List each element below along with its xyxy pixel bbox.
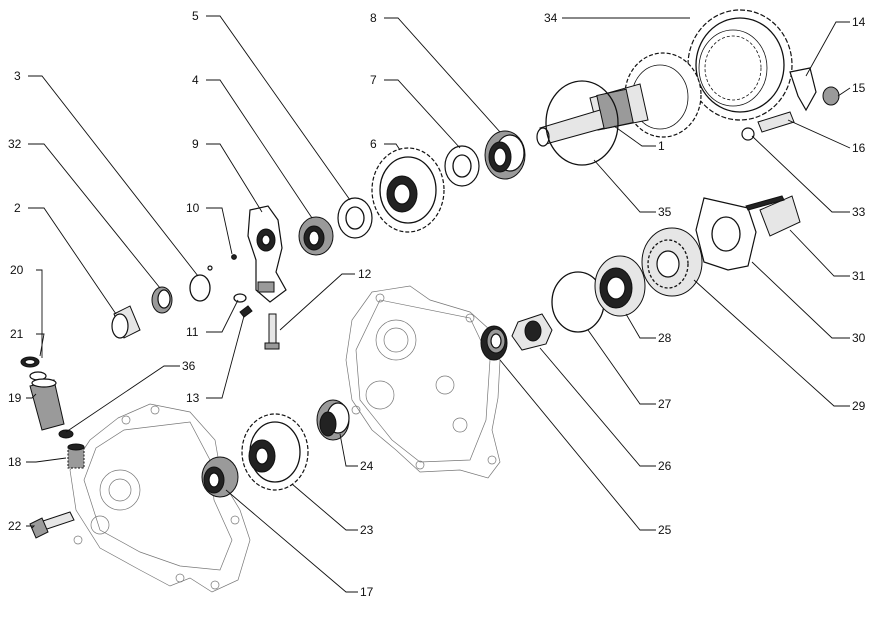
ball-bearing-29 — [641, 227, 703, 297]
o-ring-21 — [20, 356, 40, 368]
housing-cover-right — [345, 285, 501, 479]
callout-7: 7 — [370, 73, 377, 87]
callout-5: 5 — [192, 9, 199, 23]
callout-28: 28 — [658, 331, 672, 345]
callout-21: 21 — [10, 327, 24, 341]
callout-3: 3 — [14, 69, 21, 83]
snap-ring-35 — [545, 80, 619, 166]
snap-ring-3 — [189, 274, 211, 302]
thrust-washer-5 — [337, 197, 373, 239]
callout-13: 13 — [186, 391, 200, 405]
shift-fork-9 — [247, 205, 287, 303]
callout-22: 22 — [8, 519, 22, 533]
clip-11 — [233, 293, 247, 303]
callout-18: 18 — [8, 455, 22, 469]
screw-13 — [239, 305, 253, 318]
housing-cover-left — [69, 403, 251, 593]
needle-bearing-24 — [316, 399, 350, 441]
callout-6: 6 — [370, 137, 377, 151]
callout-24: 24 — [360, 459, 374, 473]
callout-33: 33 — [852, 205, 866, 219]
pin-16 — [757, 111, 795, 133]
bolt-12 — [264, 313, 280, 350]
callout-27: 27 — [658, 397, 672, 411]
bearing-17 — [201, 456, 239, 498]
callout-10: 10 — [186, 201, 200, 215]
callout-29: 29 — [852, 399, 866, 413]
ball-10 — [207, 254, 237, 271]
callout-35: 35 — [658, 205, 672, 219]
ball-bearing-28 — [594, 255, 646, 317]
callout-34: 34 — [544, 11, 558, 25]
washer-33 — [741, 127, 755, 141]
callout-2: 2 — [14, 201, 21, 215]
bushing-4 — [298, 216, 334, 256]
callout-26: 26 — [658, 459, 672, 473]
nut-26 — [511, 313, 553, 351]
callout-17: 17 — [360, 585, 374, 599]
callout-36: 36 — [182, 359, 196, 373]
main-shaft-1 — [536, 52, 702, 147]
callout-11: 11 — [186, 325, 199, 339]
callout-12: 12 — [358, 267, 372, 281]
output-shaft-31 — [745, 195, 801, 237]
bolt-22 — [29, 511, 75, 539]
sleeve-19 — [29, 378, 65, 431]
pinion-18 — [67, 443, 85, 469]
callout-19: 19 — [8, 391, 22, 405]
needle-bearing-8 — [484, 130, 526, 180]
nut-15 — [822, 86, 840, 106]
flange-plate-30 — [695, 197, 757, 271]
callout-8: 8 — [370, 11, 377, 25]
bushing-2 — [111, 305, 141, 339]
callout-9: 9 — [192, 137, 199, 151]
gear-6 — [371, 147, 445, 233]
callout-15: 15 — [852, 81, 866, 95]
leader-lines — [26, 15, 851, 593]
callout-4: 4 — [192, 73, 199, 87]
callout-30: 30 — [852, 331, 866, 345]
callout-1: 1 — [658, 139, 665, 153]
ring-32 — [151, 286, 173, 314]
callout-labels: 34 14 15 16 33 31 30 29 28 27 26 25 35 1… — [8, 9, 866, 599]
seal-25 — [480, 325, 508, 361]
callout-14: 14 — [852, 15, 866, 29]
ring-gear-34 — [687, 9, 793, 121]
callout-32: 32 — [8, 137, 22, 151]
thrust-washer-7 — [444, 145, 480, 187]
lever-14 — [789, 67, 817, 112]
callout-31: 31 — [852, 269, 866, 283]
callout-20: 20 — [10, 263, 24, 277]
callout-25: 25 — [658, 523, 672, 537]
callout-23: 23 — [360, 523, 374, 537]
ring-36 — [58, 429, 74, 439]
callout-16: 16 — [852, 141, 866, 155]
gear-23 — [241, 413, 309, 491]
